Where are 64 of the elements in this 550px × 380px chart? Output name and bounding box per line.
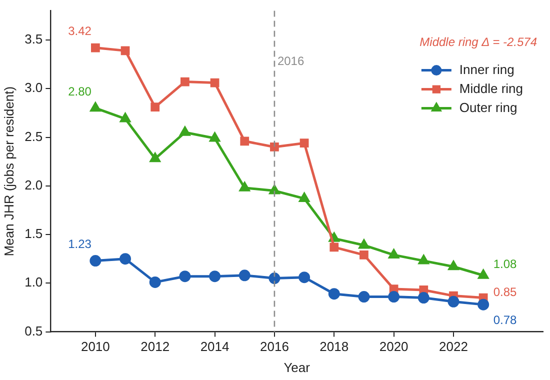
data-label: 0.78 <box>493 312 518 327</box>
point <box>210 132 220 142</box>
point <box>328 288 340 300</box>
point <box>150 152 160 162</box>
x-tick-label: 2016 <box>260 339 289 354</box>
point <box>150 102 160 112</box>
y-tick-label: 3.5 <box>24 32 43 47</box>
y-tick-label: 3.0 <box>24 80 43 96</box>
point <box>388 249 399 258</box>
y-tick-label: 0.5 <box>24 323 43 338</box>
data-label: 3.42 <box>68 24 92 38</box>
data-label: 0.85 <box>493 284 518 299</box>
point <box>298 272 310 284</box>
x-tick-label: 2018 <box>320 339 349 354</box>
point <box>238 270 250 282</box>
point <box>478 298 490 310</box>
point <box>179 270 191 282</box>
y-tick-label: 1.5 <box>24 226 43 242</box>
point <box>209 270 221 282</box>
data-label: 2.80 <box>68 84 92 98</box>
y-tick-label: 1.0 <box>24 274 43 290</box>
data-label: 1.08 <box>493 256 518 271</box>
point <box>388 291 400 303</box>
y-tick-label: 2.5 <box>24 128 43 144</box>
point <box>330 242 339 252</box>
legend-label: Inner ring <box>459 62 514 77</box>
point <box>90 102 101 112</box>
y-axis-title: Mean JHR (jobs per resident) <box>1 86 16 256</box>
point <box>120 46 130 56</box>
point <box>358 239 370 249</box>
x-tick-label: 2022 <box>439 339 468 354</box>
x-tick-label: 2014 <box>200 339 230 354</box>
point <box>149 276 161 288</box>
x-tick-label: 2020 <box>379 339 408 354</box>
point <box>210 78 220 88</box>
x-tick-label: 2012 <box>140 339 170 354</box>
legend-label: Middle ring <box>459 80 524 96</box>
point <box>299 192 310 202</box>
point <box>240 136 250 146</box>
data-label: 1.23 <box>68 237 92 252</box>
point <box>90 255 102 267</box>
x-tick-label: 2010 <box>80 339 110 354</box>
annotation: Middle ring Δ = -2.574 <box>420 35 538 50</box>
point <box>360 250 368 260</box>
point <box>180 126 190 136</box>
point <box>270 142 279 152</box>
y-tick-label: 2.0 <box>24 177 43 192</box>
point <box>300 138 309 148</box>
point <box>268 272 280 284</box>
point <box>418 292 430 304</box>
point <box>418 255 429 264</box>
point <box>120 253 132 265</box>
point <box>239 182 250 192</box>
ref-line-label: 2016 <box>277 54 304 68</box>
point <box>448 296 460 308</box>
point <box>269 185 280 194</box>
x-axis-title: Year <box>284 360 311 375</box>
point <box>478 270 488 279</box>
point <box>358 291 370 303</box>
point <box>448 260 459 270</box>
legend-label: Outer ring <box>459 100 518 115</box>
point <box>90 43 100 52</box>
point <box>180 77 190 86</box>
point <box>120 113 130 122</box>
